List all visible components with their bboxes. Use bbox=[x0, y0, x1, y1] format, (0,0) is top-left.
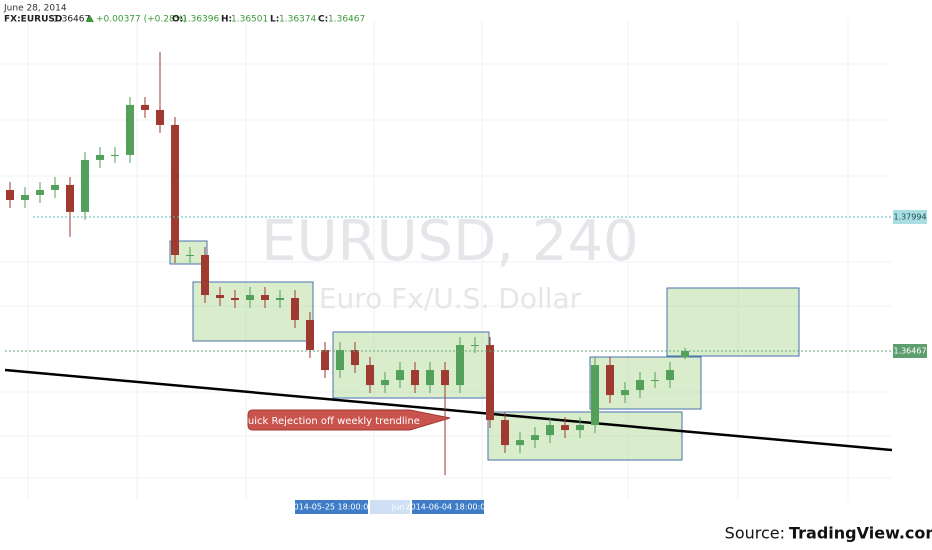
candle-body bbox=[576, 425, 584, 431]
candle-body bbox=[456, 345, 464, 386]
candle-body bbox=[111, 154, 119, 156]
candle-body bbox=[591, 365, 599, 426]
candle-body bbox=[246, 295, 254, 301]
candle-body bbox=[516, 440, 524, 446]
x-label: 2014-06-04 18:00:00 bbox=[406, 503, 491, 512]
candle-body bbox=[651, 380, 659, 382]
candle-body bbox=[321, 350, 329, 371]
candle-body bbox=[426, 370, 434, 386]
grid bbox=[0, 20, 892, 500]
candle-body bbox=[231, 297, 239, 301]
candle-body bbox=[261, 295, 269, 301]
candle-body bbox=[621, 390, 629, 396]
candle-body bbox=[276, 297, 284, 301]
candle-body bbox=[66, 184, 74, 212]
price-label: 1.36467 bbox=[893, 346, 926, 355]
annotation: Quick Rejection off weekly trendline bbox=[240, 409, 451, 431]
candle-body bbox=[396, 370, 404, 381]
candle-body bbox=[21, 194, 29, 200]
candle-body bbox=[126, 104, 134, 155]
candle-body bbox=[216, 295, 224, 298]
candle-body bbox=[306, 320, 314, 351]
symbol: FX:EURUSD bbox=[4, 15, 62, 25]
candle-body bbox=[156, 109, 164, 125]
candle-body bbox=[666, 370, 674, 381]
source: TradingView.com bbox=[789, 524, 932, 543]
high-value: 1.36501 bbox=[231, 15, 268, 25]
candle-body bbox=[366, 365, 374, 386]
candle-body bbox=[141, 104, 149, 110]
annotation-text: Quick Rejection off weekly trendline bbox=[240, 416, 420, 427]
candle-body bbox=[501, 420, 509, 446]
candle-body bbox=[291, 297, 299, 321]
x-label: 2014-05-25 18:00:00 bbox=[289, 503, 374, 512]
last-price: 1.36467 bbox=[53, 15, 90, 25]
candle-body bbox=[546, 425, 554, 436]
date: June 28, 2014 bbox=[3, 4, 67, 14]
trendline bbox=[4, 368, 893, 452]
header: FX:EURUSD 1.36467 +0.00377 (+0.28%) O: 1… bbox=[4, 15, 365, 25]
source-label: Source: bbox=[725, 524, 785, 543]
candle-body bbox=[531, 435, 539, 441]
candle-body bbox=[186, 254, 194, 256]
candle-body bbox=[411, 370, 419, 386]
low-value: 1.36374 bbox=[279, 15, 316, 25]
candle-body bbox=[51, 184, 59, 190]
low-label: L: bbox=[270, 15, 279, 25]
candle-body bbox=[336, 350, 344, 371]
candle-body bbox=[36, 189, 44, 195]
candle-body bbox=[171, 124, 179, 255]
candle-body bbox=[441, 370, 449, 386]
candle-body bbox=[96, 154, 104, 160]
high-label: H: bbox=[221, 15, 232, 25]
candle-body bbox=[636, 380, 644, 391]
candle-body bbox=[486, 345, 494, 421]
candle-body bbox=[201, 254, 209, 296]
close-value: 1.36467 bbox=[328, 15, 365, 25]
candle-body bbox=[606, 365, 614, 396]
candle-body bbox=[471, 345, 479, 347]
price-label-box bbox=[893, 343, 927, 358]
change: +0.00377 (+0.28%) bbox=[96, 15, 187, 25]
candle-body bbox=[381, 380, 389, 386]
boxes bbox=[169, 240, 800, 461]
watermark-subtitle: Euro Fx/U.S. Dollar bbox=[319, 282, 582, 315]
candle-body bbox=[81, 159, 89, 212]
open-value: 1.36396 bbox=[182, 15, 219, 25]
open-label: O: bbox=[172, 15, 183, 25]
candles bbox=[6, 51, 689, 476]
x-label: Jun bbox=[391, 503, 405, 512]
candle-body bbox=[6, 189, 14, 200]
watermark: EURUSD, 240 bbox=[261, 209, 638, 274]
price-label-box bbox=[893, 210, 927, 225]
close-label: C: bbox=[318, 15, 328, 25]
candle-body bbox=[561, 425, 569, 431]
candle-body bbox=[351, 350, 359, 366]
candle-body bbox=[681, 350, 689, 358]
price-label: 1.37994 bbox=[893, 213, 926, 222]
